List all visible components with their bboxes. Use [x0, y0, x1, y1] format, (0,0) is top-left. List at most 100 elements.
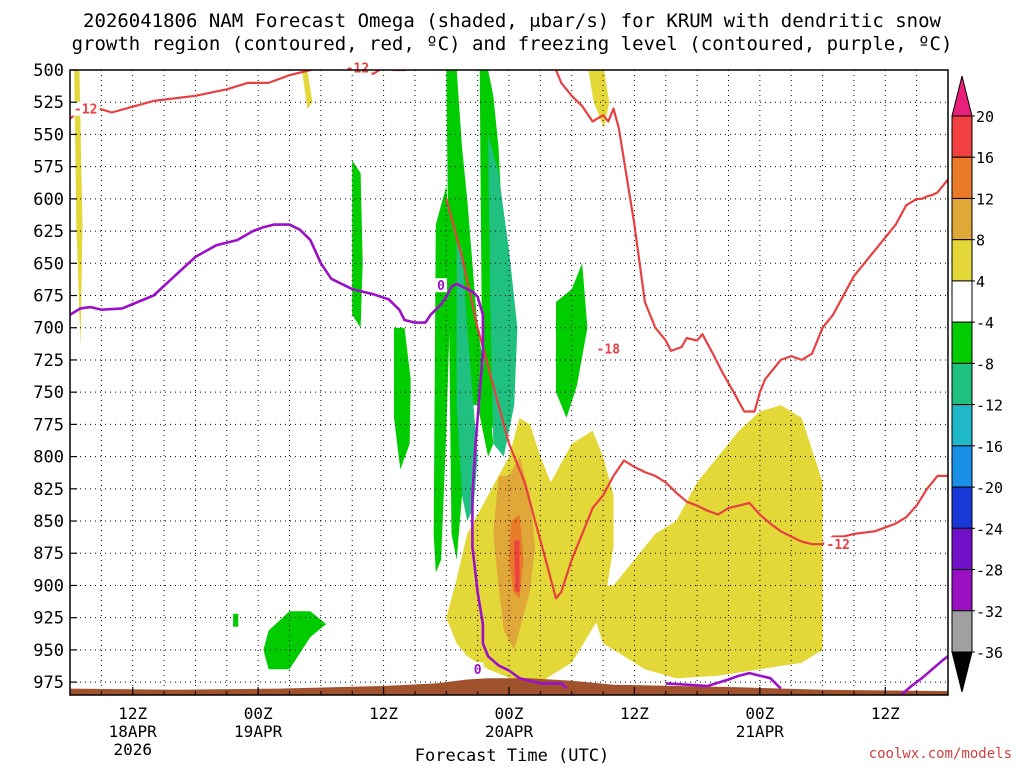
colorbar-label-2: 12: [976, 190, 994, 208]
x-tick-label-18: 00Z: [244, 704, 273, 723]
x-tick-label-78: 12Z: [871, 704, 900, 723]
chart-title-line1: 2026041806 NAM Forecast Omega (shaded, μ…: [83, 10, 941, 32]
y-tick-label-625: 625: [33, 222, 64, 242]
contour-label-layer: -12 -12 -18 -12 0 0: [71, 60, 853, 678]
colorbar-bin-6: [951, 362, 973, 406]
freezing-level-contour-4: [665, 671, 782, 690]
colorbar-bin-8: [951, 445, 973, 488]
colorbar-top-arrow: [951, 75, 973, 117]
colorbar-bin-10: [951, 527, 973, 571]
x-tick-label-54: 12Z: [620, 704, 649, 723]
x-tick-label-66: 00Z: [745, 704, 774, 723]
contour-label-2: -18: [597, 342, 621, 357]
colorbar-label-3: 8: [976, 232, 985, 250]
chart-title-line2: growth region (contoured, red, ºC) and f…: [71, 33, 953, 55]
y-tick-label-850: 850: [33, 512, 64, 532]
omega-shade-1: [592, 405, 823, 679]
x-tick-date-66: 21APR: [736, 722, 785, 741]
y-tick-label-725: 725: [33, 351, 64, 371]
colorbar-bin-7: [951, 404, 973, 447]
y-tick-label-825: 825: [33, 480, 64, 500]
y-tick-label-700: 700: [33, 319, 64, 339]
colorbar-bin-0: [951, 115, 973, 158]
contour-layer: [70, 70, 948, 695]
omega-shade-3: [302, 70, 313, 109]
dgz-contour-2: [445, 198, 948, 600]
contour-label-1: -12: [346, 61, 369, 76]
contour-label-bg-3: [824, 537, 853, 552]
colorbar: 20 16 12 8 4 -4 -8 -12 -16 -20 -24 -28 -32 -36: [951, 75, 1003, 693]
colorbar-label-7: -12: [976, 397, 1003, 415]
colorbar-bin-9: [951, 486, 973, 529]
omega-shade-4: [74, 70, 83, 348]
colorbar-bin-2: [951, 197, 973, 241]
colorbar-label-13: -36: [976, 644, 1003, 662]
omega-shading-layer: [74, 70, 823, 683]
colorbar-bin-4: [951, 280, 973, 323]
contour-label-bg-1: [343, 60, 372, 75]
credit-text: coolwx.com/models: [868, 746, 1012, 762]
freezing-level-contour-3: [70, 223, 568, 690]
x-tick-date-42: 20APR: [485, 722, 534, 741]
x-tick-label-42: 00Z: [495, 704, 524, 723]
colorbar-bin-12: [951, 610, 973, 653]
x-axis-title: Forecast Time (UTC): [414, 746, 610, 766]
colorbar-label-1: 16: [976, 149, 994, 167]
x-tick-label-30: 12Z: [369, 704, 398, 723]
y-tick-label-875: 875: [33, 544, 64, 564]
x-tick-date-6: 18APR: [109, 722, 158, 741]
colorbar-label-12: -32: [976, 603, 1003, 621]
omega-shade-15: [233, 613, 239, 627]
freezing-level-contour-5: [900, 655, 948, 695]
omega-shade-2: [578, 70, 610, 128]
colorbar-label-5: -4: [976, 314, 994, 332]
dgz-contour-1: [554, 70, 948, 413]
y-tick-label-675: 675: [33, 287, 64, 307]
y-tick-label-550: 550: [33, 125, 64, 145]
colorbar-label-8: -16: [976, 438, 1003, 456]
colorbar-bin-1: [951, 156, 973, 199]
contour-label-4: 0: [437, 279, 445, 294]
dgz-contour-0: [70, 70, 468, 120]
y-tick-label-975: 975: [33, 673, 64, 693]
y-tick-label-525: 525: [33, 93, 64, 113]
colorbar-label-4: 4: [976, 273, 985, 291]
x-tick-label-6: 12Z: [118, 704, 147, 723]
omega-shade-14: [263, 611, 327, 670]
omega-shade-12: [394, 327, 411, 470]
colorbar-label-11: -28: [976, 562, 1003, 580]
omega-shade-8: [446, 70, 494, 560]
y-tick-label-925: 925: [33, 609, 64, 629]
colorbar-bin-5: [951, 321, 973, 364]
y-tick-label-775: 775: [33, 415, 64, 435]
omega-shade-17: [456, 237, 478, 521]
omega-shade-11: [352, 160, 363, 328]
contour-label-3: -12: [827, 538, 850, 553]
omega-shade-10: [433, 186, 452, 573]
y-tick-label-575: 575: [33, 158, 64, 178]
x-tick-year-6: 2026: [113, 740, 152, 759]
colorbar-label-6: -8: [976, 355, 994, 373]
colorbar-bottom-arrow: [951, 651, 973, 693]
y-tick-label-500: 500: [33, 61, 64, 81]
y-tick-label-600: 600: [33, 190, 64, 210]
terrain-layer: [70, 678, 948, 695]
y-tick-label-800: 800: [33, 448, 64, 468]
contour-label-bg-2: [594, 341, 623, 356]
y-tick-label-900: 900: [33, 576, 64, 596]
terrain-fill: [70, 678, 948, 695]
omega-shade-16: [488, 134, 518, 457]
colorbar-label-10: -24: [976, 520, 1003, 538]
contour-label-5: 0: [474, 663, 482, 678]
colorbar-label-0: 20: [976, 108, 994, 126]
y-tick-label-950: 950: [33, 641, 64, 661]
colorbar-bin-3: [951, 239, 973, 282]
colorbar-label-9: -20: [976, 479, 1003, 497]
contour-label-bg-0: [71, 101, 100, 116]
colorbar-bin-11: [951, 569, 973, 612]
x-tick-date-18: 19APR: [234, 722, 283, 741]
contour-label-bg-5: [471, 662, 484, 677]
y-tick-label-650: 650: [33, 254, 64, 274]
